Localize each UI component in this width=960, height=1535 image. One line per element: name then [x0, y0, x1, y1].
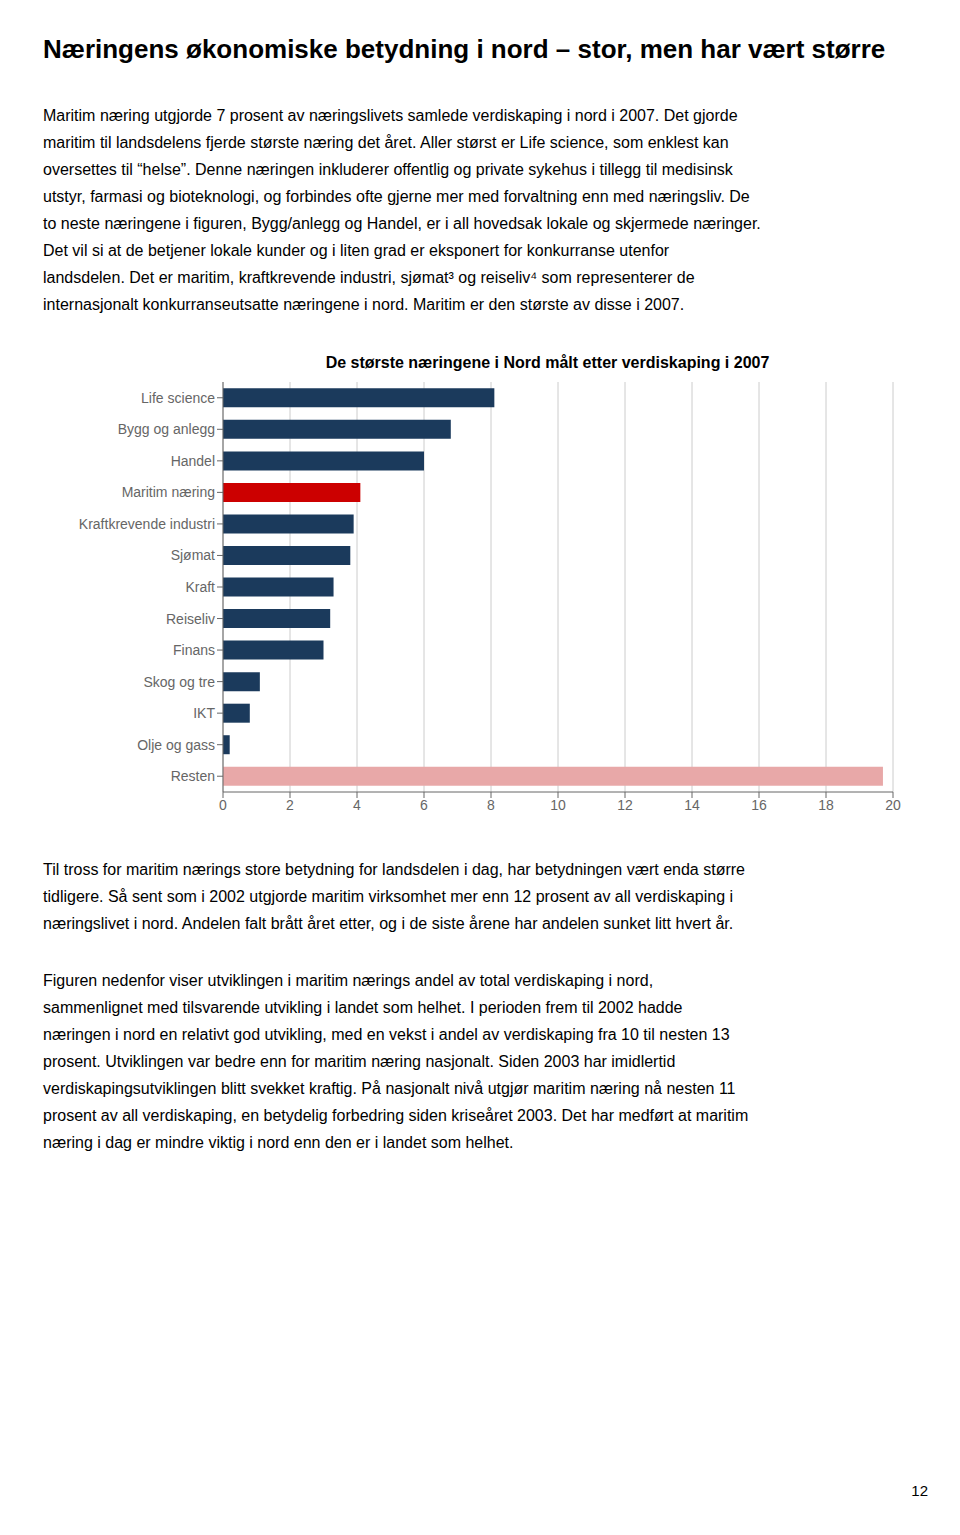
svg-text:Skog og tre: Skog og tre	[143, 674, 215, 690]
html-text:utstyr, farmasi og bioteknolog: utstyr, farmasi og bioteknologi, og forb…	[43, 188, 750, 205]
html-text:Næringens økonomiske betydning: Næringens økonomiske betydning i nord – …	[43, 34, 886, 64]
svg-text:IKT: IKT	[193, 705, 215, 721]
svg-text:10: 10	[550, 797, 566, 813]
svg-text:8: 8	[487, 797, 495, 813]
html-text:næring i dag er mindre viktig: næring i dag er mindre viktig i nord enn…	[43, 1134, 514, 1151]
svg-text:Finans: Finans	[173, 642, 215, 658]
html-text:Til tross for maritim nærings: Til tross for maritim nærings store bety…	[43, 861, 745, 878]
html-text:tidligere. Så sent som i 2002: tidligere. Så sent som i 2002 utgjorde m…	[43, 888, 734, 905]
svg-text:Kraftkrevende industri: Kraftkrevende industri	[79, 516, 215, 532]
svg-text:Life science: Life science	[141, 390, 215, 406]
svg-text:20: 20	[885, 797, 901, 813]
svg-text:Sjømat: Sjømat	[171, 547, 215, 563]
svg-text:Kraft: Kraft	[185, 579, 215, 595]
html-text:maritim til landsdelens fjerde: maritim til landsdelens fjerde største n…	[43, 134, 729, 151]
html-text:Det vil si at de betjener loka: Det vil si at de betjener lokale kunder …	[43, 242, 670, 259]
svg-text:14: 14	[684, 797, 700, 813]
svg-text:Handel: Handel	[171, 453, 215, 469]
svg-text:Resten: Resten	[171, 768, 215, 784]
svg-text:Maritim næring: Maritim næring	[122, 484, 215, 500]
html-text:prosent av all verdiskaping, e: prosent av all verdiskaping, en betydeli…	[43, 1107, 749, 1124]
html-text:internasjonalt konkurranseutsa: internasjonalt konkurranseutsatte næring…	[43, 296, 685, 313]
html-text:to neste næringene i figuren,: to neste næringene i figuren, Bygg/anleg…	[43, 215, 761, 232]
svg-text:Olje og gass: Olje og gass	[137, 737, 215, 753]
html-text:sammenlignet med tilsvarende u: sammenlignet med tilsvarende utvikling i…	[43, 999, 683, 1016]
html-text:næringslivet i nord. Andelen f: næringslivet i nord. Andelen falt brått …	[43, 915, 734, 932]
svg-text:18: 18	[818, 797, 834, 813]
svg-text:0: 0	[219, 797, 227, 813]
html-text:12: 12	[911, 1482, 928, 1499]
svg-text:16: 16	[751, 797, 767, 813]
svg-text:12: 12	[617, 797, 633, 813]
html-text:De største næringene i Nord må: De største næringene i Nord målt etter v…	[325, 354, 770, 371]
html-text:landsdelen. Det er maritim, kr: landsdelen. Det er maritim, kraftkrevend…	[43, 269, 695, 286]
html-text:næringen i nord en relativt go: næringen i nord en relativt god utviklin…	[43, 1026, 730, 1043]
html-text:oversettes til “helse”. Denne: oversettes til “helse”. Denne næringen i…	[43, 161, 733, 178]
html-text:Figuren nedenfor viser utvikli: Figuren nedenfor viser utviklingen i mar…	[43, 972, 654, 989]
svg-text:Bygg og anlegg: Bygg og anlegg	[118, 421, 215, 437]
svg-text:2: 2	[286, 797, 294, 813]
html-text:Maritim næring utgjorde 7 pros: Maritim næring utgjorde 7 prosent av nær…	[43, 107, 738, 124]
html-text:prosent. Utviklingen var bedre: prosent. Utviklingen var bedre enn for m…	[43, 1053, 676, 1070]
svg-text:6: 6	[420, 797, 428, 813]
svg-text:4: 4	[353, 797, 361, 813]
html-text:verdiskapingsutviklingen blitt: verdiskapingsutviklingen blitt svekket k…	[43, 1080, 736, 1097]
svg-text:Reiseliv: Reiseliv	[166, 611, 215, 627]
